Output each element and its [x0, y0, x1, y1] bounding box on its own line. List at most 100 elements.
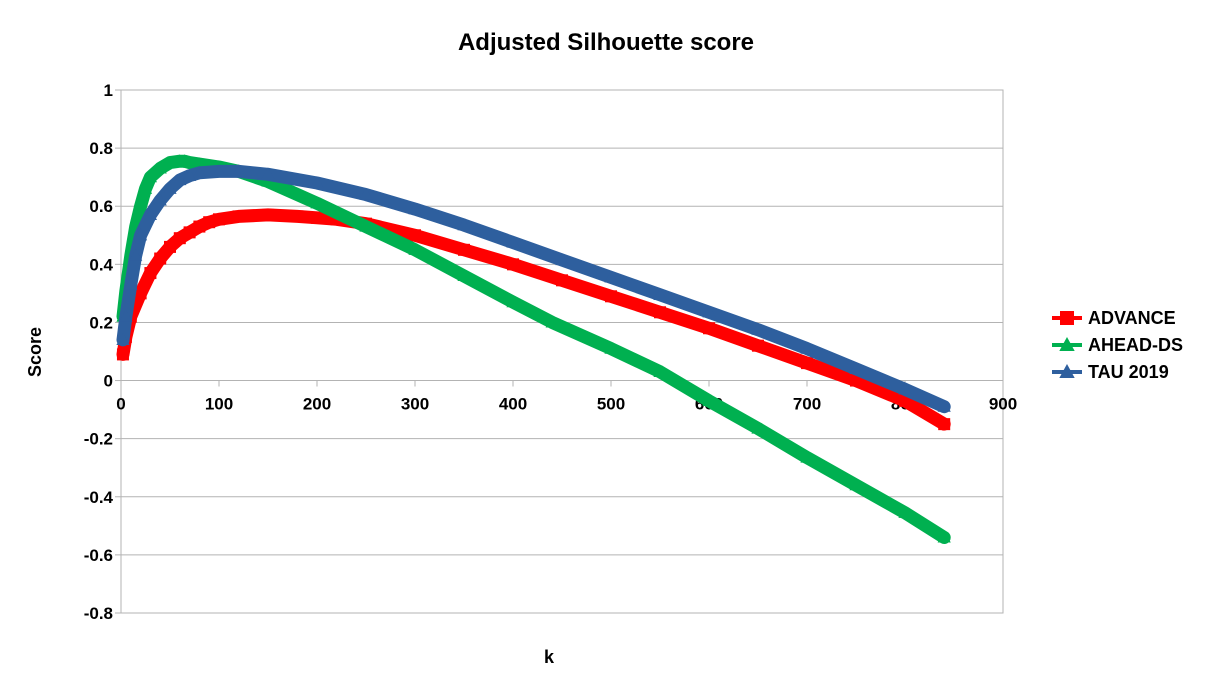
- legend: ADVANCE AHEAD-DS TAU 2019: [1052, 308, 1183, 382]
- x-tick-label: 900: [989, 395, 1017, 414]
- x-tick-label: 700: [793, 395, 821, 414]
- data-point-tau-2019: [555, 253, 569, 266]
- x-tick-label: 0: [116, 395, 125, 414]
- legend-marker-tau-2019: [1059, 363, 1075, 378]
- data-point-advance: [164, 240, 176, 253]
- data-point-advance: [507, 258, 519, 271]
- data-point-advance: [262, 208, 274, 221]
- data-point-advance: [232, 210, 245, 223]
- data-point-advance: [752, 339, 764, 352]
- data-point-ahead-ds: [138, 181, 153, 194]
- data-point-tau-2019: [702, 305, 716, 318]
- data-point-ahead-ds: [183, 155, 197, 168]
- data-point-tau-2019: [124, 277, 138, 290]
- legend-label-ahead-ds: AHEAD-DS: [1088, 335, 1183, 355]
- data-point-advance: [116, 348, 129, 361]
- data-point-advance: [311, 211, 323, 224]
- y-tick-labels: -0.8 -0.6 -0.4 -0.2 0 0.2 0.4 0.6 0.8 1: [84, 81, 114, 623]
- data-point-ahead-ds: [937, 530, 951, 543]
- data-point-advance: [134, 287, 147, 300]
- y-tick-label: -0.4: [84, 488, 114, 507]
- data-point-tau-2019: [800, 341, 814, 354]
- data-point-tau-2019: [359, 187, 373, 200]
- data-point-tau-2019: [163, 181, 177, 194]
- data-point-tau-2019: [143, 208, 157, 221]
- series-tau-2019: [116, 164, 951, 414]
- data-point-ahead-ds: [457, 269, 471, 282]
- data-point-tau-2019: [457, 218, 471, 231]
- data-point-ahead-ds: [751, 421, 765, 434]
- data-point-advance: [899, 394, 911, 407]
- y-tick-label: 1: [104, 81, 113, 100]
- data-point-advance: [144, 267, 157, 280]
- legend-label-tau-2019: TAU 2019: [1088, 362, 1169, 382]
- y-tick-label: 0.2: [89, 313, 113, 332]
- data-point-tau-2019: [212, 164, 226, 177]
- data-point-ahead-ds: [359, 219, 373, 232]
- x-tick-label: 400: [499, 395, 527, 414]
- y-tick-label: -0.2: [84, 430, 113, 449]
- data-point-tau-2019: [192, 165, 206, 178]
- data-point-ahead-ds: [134, 199, 148, 212]
- data-point-ahead-ds: [702, 393, 716, 406]
- data-point-ahead-ds: [800, 450, 814, 463]
- data-point-ahead-ds: [849, 478, 863, 491]
- data-point-ahead-ds: [898, 505, 912, 518]
- data-point-ahead-ds: [545, 315, 559, 328]
- data-point-tau-2019: [653, 287, 667, 300]
- data-point-tau-2019: [604, 270, 618, 283]
- data-point-tau-2019: [506, 235, 520, 248]
- data-point-advance: [605, 290, 617, 303]
- y-tick-label: -0.8: [84, 604, 113, 623]
- data-point-tau-2019: [261, 167, 275, 180]
- data-point-tau-2019: [310, 176, 324, 189]
- x-tick-label: 500: [597, 395, 625, 414]
- x-tick-label: 200: [303, 395, 331, 414]
- data-point-advance: [556, 274, 568, 287]
- data-point-tau-2019: [751, 322, 765, 335]
- data-point-tau-2019: [849, 362, 863, 375]
- data-point-ahead-ds: [604, 341, 618, 354]
- x-tick-label: 100: [205, 395, 233, 414]
- series-layer: [116, 154, 951, 544]
- data-point-tau-2019: [119, 309, 133, 322]
- data-point-advance: [213, 213, 225, 226]
- data-point-tau-2019: [116, 332, 130, 345]
- data-point-advance: [850, 374, 862, 387]
- data-point-ahead-ds: [653, 364, 667, 377]
- data-point-advance: [154, 252, 167, 265]
- y-tick-label: 0: [104, 372, 113, 391]
- y-tick-label: 0.8: [89, 139, 113, 158]
- data-point-tau-2019: [153, 193, 167, 206]
- data-point-ahead-ds: [143, 170, 157, 183]
- data-point-tau-2019: [408, 202, 422, 215]
- data-point-ahead-ds: [310, 196, 324, 209]
- y-tick-label: 0.4: [89, 255, 113, 274]
- data-point-tau-2019: [898, 382, 912, 395]
- data-point-advance: [291, 210, 304, 223]
- y-tick-label: -0.6: [84, 546, 113, 565]
- data-point-advance: [173, 232, 186, 245]
- y-tick-label: 0.6: [89, 197, 113, 216]
- data-point-tau-2019: [232, 164, 246, 177]
- data-point-advance: [703, 322, 715, 335]
- chart-title: Adjusted Silhouette score: [458, 29, 754, 56]
- x-axis-label: k: [544, 647, 555, 667]
- data-point-advance: [193, 220, 206, 233]
- data-point-ahead-ds: [506, 295, 520, 308]
- data-point-advance: [801, 357, 813, 370]
- legend-label-advance: ADVANCE: [1088, 308, 1176, 328]
- data-point-ahead-ds: [153, 161, 167, 174]
- data-point-advance: [203, 216, 216, 229]
- series-line-tau-2019: [116, 164, 951, 414]
- data-point-advance: [654, 306, 666, 319]
- data-point-ahead-ds: [163, 155, 177, 168]
- data-point-tau-2019: [937, 399, 951, 412]
- data-point-advance: [458, 243, 470, 256]
- legend-marker-ahead-ds: [1059, 336, 1075, 351]
- legend-marker-advance: [1060, 311, 1074, 325]
- data-point-tau-2019: [129, 248, 143, 261]
- y-axis-label: Score: [25, 327, 45, 377]
